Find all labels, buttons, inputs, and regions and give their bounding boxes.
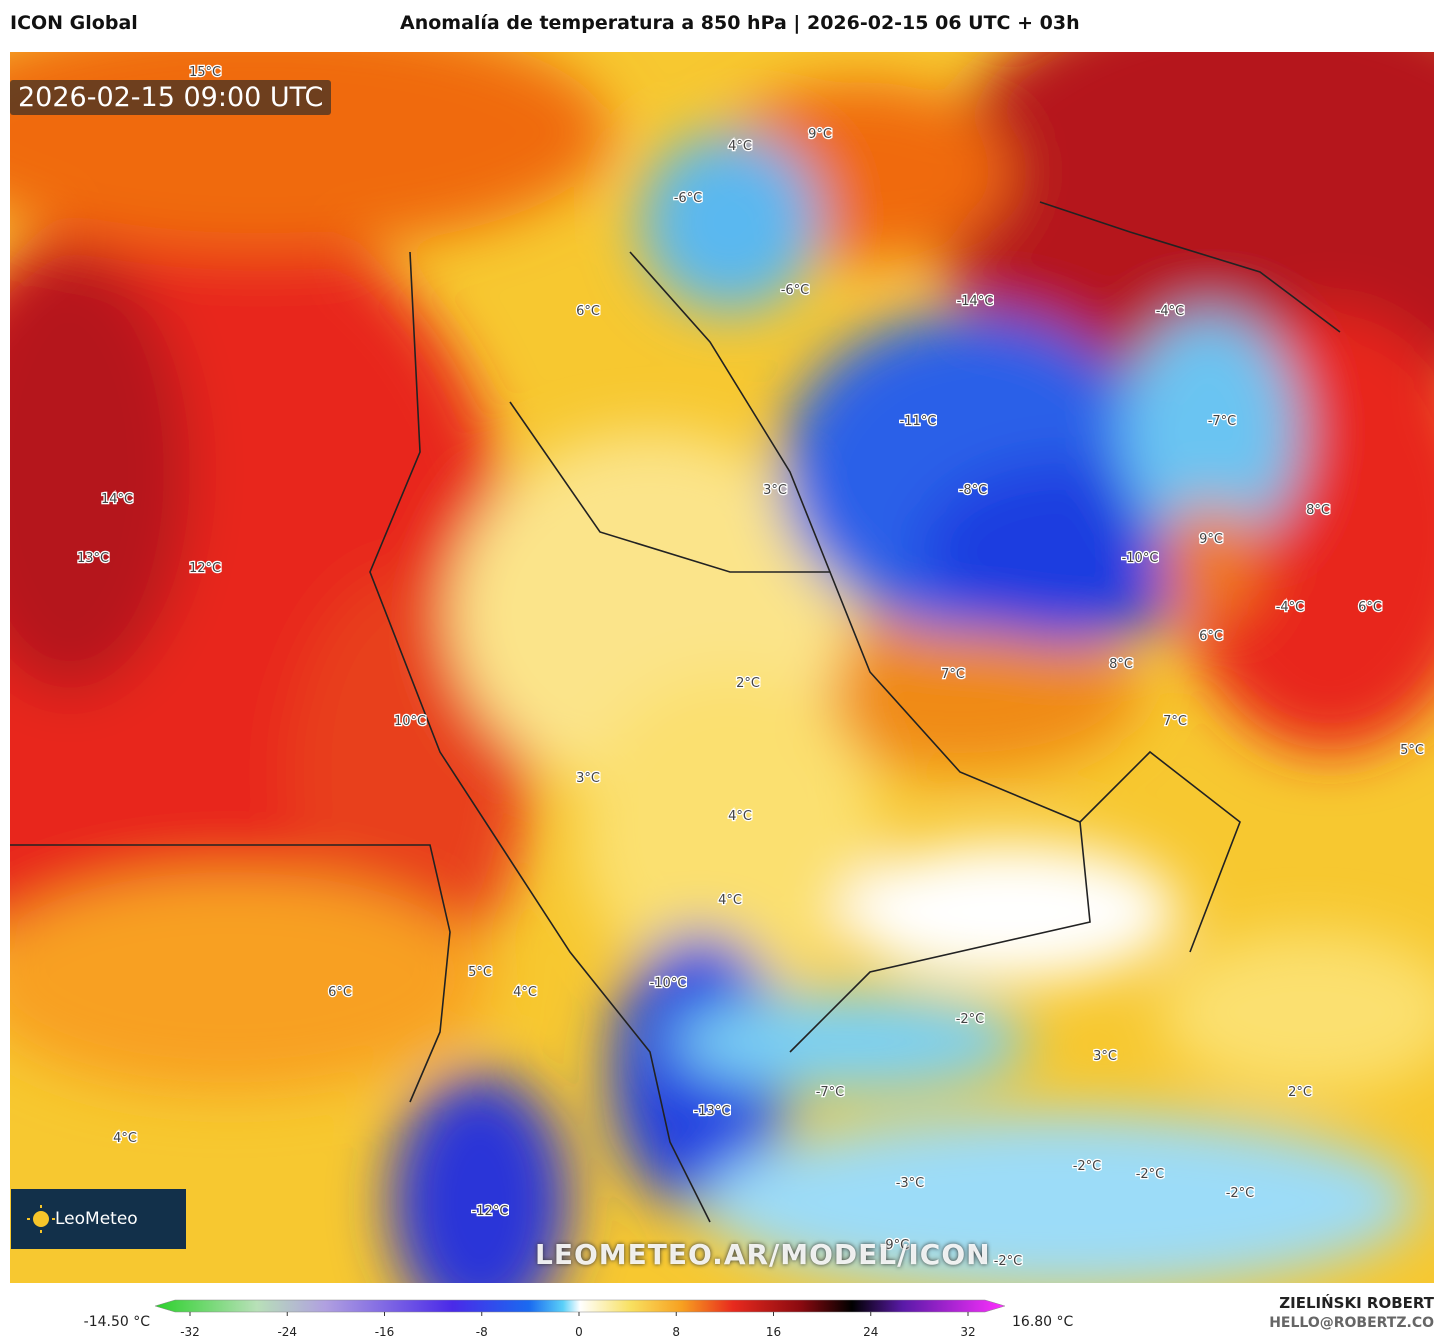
- author-name: ZIELIŃSKI ROBERT: [1279, 1294, 1434, 1312]
- map-label: 4°C: [113, 1131, 137, 1146]
- map-label: 9°C: [1199, 532, 1223, 547]
- map-label: 6°C: [328, 985, 352, 1000]
- author: ZIELIŃSKI ROBERT HELLO@ROBERTZ.CO: [1269, 1293, 1434, 1333]
- map-label: -2°C: [956, 1012, 985, 1027]
- map-label: 5°C: [468, 965, 492, 980]
- colorbar-tick-label: 32: [960, 1325, 975, 1339]
- anomaly-field: [10, 52, 1434, 1283]
- map-label: -10°C: [1122, 551, 1159, 566]
- map-label: 7°C: [941, 667, 965, 682]
- borders: [10, 201, 1341, 1223]
- colorbar-tick-label: -32: [180, 1325, 200, 1339]
- map-label: 7°C: [1163, 714, 1187, 729]
- map-label: 15°C: [189, 65, 221, 80]
- colorbar-tick-label: -8: [476, 1325, 488, 1339]
- map-label: -13°C: [694, 1104, 731, 1119]
- map-label: 4°C: [718, 893, 742, 908]
- logo-sun: [27, 1205, 55, 1233]
- colorbar-gradient: [154, 1299, 1006, 1313]
- logo: LeoMeteo: [11, 1189, 186, 1249]
- map-label: -2°C: [1226, 1186, 1255, 1201]
- map-label: 9°C: [808, 127, 832, 142]
- map-label: 12°C: [189, 561, 221, 576]
- colorbar-tick-label: 8: [672, 1325, 680, 1339]
- colorbar-tick-label: -16: [375, 1325, 395, 1339]
- model-name: ICON Global: [10, 12, 138, 34]
- map-label: 4°C: [513, 985, 537, 1000]
- map-label: 5°C: [1400, 743, 1424, 758]
- map-label: 6°C: [576, 304, 600, 319]
- map-label: -7°C: [816, 1085, 845, 1100]
- colorbar-tick-label: -24: [277, 1325, 297, 1339]
- map-label: -6°C: [781, 283, 810, 298]
- map-label: -4°C: [1156, 304, 1185, 319]
- map-label: 8°C: [1109, 657, 1133, 672]
- colorbar-tick-label: 0: [575, 1325, 583, 1339]
- map-label: -11°C: [900, 414, 937, 429]
- map-label: 3°C: [763, 483, 787, 498]
- map-label: -14°C: [957, 294, 994, 309]
- map-label: -9°C: [881, 1238, 910, 1253]
- watermark: LEOMETEO.AR/MODEL/ICON: [535, 1238, 991, 1271]
- map-label: 3°C: [1093, 1049, 1117, 1064]
- map-label: -3°C: [896, 1176, 925, 1191]
- map-label: -12°C: [472, 1204, 509, 1219]
- map-label: 4°C: [728, 809, 752, 824]
- map-label: -10°C: [650, 976, 687, 991]
- map-label: 14°C: [101, 492, 133, 507]
- author-email: HELLO@ROBERTZ.CO: [1269, 1315, 1434, 1331]
- map-label: 6°C: [1358, 600, 1382, 615]
- colorbar-max: 16.80 °C: [1012, 1314, 1074, 1330]
- map-label: -2°C: [1073, 1159, 1102, 1174]
- map: 15°C 4°C 9°C -6°C 6°C -6°C -14°C -4°C -11°C -7°C 3…: [10, 52, 1434, 1283]
- map-label: 3°C: [576, 771, 600, 786]
- map-label: 13°C: [77, 551, 109, 566]
- map-label: 2°C: [1288, 1085, 1312, 1100]
- colorbar-tick-label: 24: [863, 1325, 878, 1339]
- map-label: -6°C: [674, 191, 703, 206]
- timestamp: 2026-02-15 09:00 UTC: [10, 80, 332, 115]
- map-label: -2°C: [994, 1254, 1023, 1269]
- map-label: -4°C: [1276, 600, 1305, 615]
- map-label: -2°C: [1136, 1167, 1165, 1182]
- map-label: 10°C: [394, 714, 426, 729]
- map-label: -7°C: [1208, 414, 1237, 429]
- colorbar-tick-label: 16: [766, 1325, 781, 1339]
- map-label: 8°C: [1306, 503, 1330, 518]
- map-label: 4°C: [728, 139, 752, 154]
- logo-text: LeoMeteo: [55, 1209, 138, 1229]
- map-label: 6°C: [1199, 629, 1223, 644]
- map-label: 2°C: [736, 676, 760, 691]
- colorbar: -14.50 °C 16.80 °C -32 -24 -16 -8 0 8 16 24 32: [84, 1299, 1074, 1339]
- map-label: -8°C: [959, 483, 988, 498]
- colorbar-min: -14.50 °C: [84, 1314, 151, 1330]
- map-title: Anomalía de temperatura a 850 hPa | 2026…: [400, 12, 1080, 34]
